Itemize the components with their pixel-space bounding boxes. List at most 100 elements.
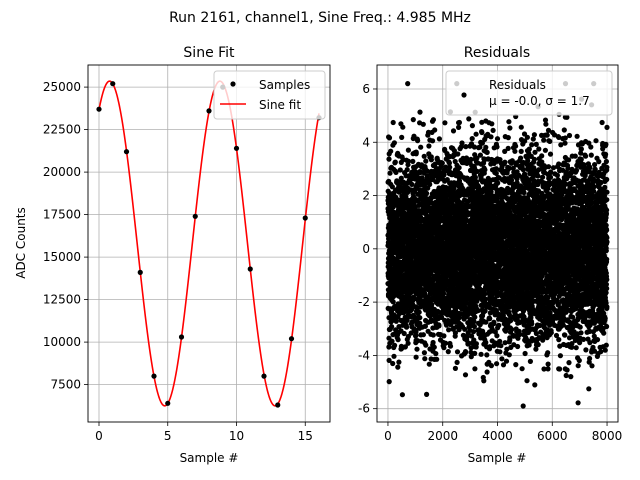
residual-point: [499, 356, 505, 362]
residual-point: [503, 358, 510, 364]
residual-point: [479, 129, 485, 136]
sine-fit-xtick-label: 10: [229, 429, 244, 443]
residual-point: [454, 359, 460, 365]
residual-point: [404, 324, 410, 330]
residual-point: [441, 291, 447, 297]
residual-point: [421, 153, 427, 159]
sine-fit-legend: Samples Sine fit: [213, 70, 326, 120]
residual-point: [390, 360, 396, 367]
residual-point: [439, 160, 445, 166]
residual-point: [388, 148, 394, 154]
sample-point: [233, 145, 240, 151]
residual-point: [473, 341, 479, 347]
sample-point: [206, 108, 212, 114]
residual-point: [415, 138, 421, 144]
residual-point: [506, 352, 512, 358]
sine-fit-ytick-label: 17500: [43, 208, 81, 222]
residual-point: [481, 378, 487, 384]
sine-fit-ticks: 0 5 10 157500100001250015000175002000022500…: [43, 80, 313, 443]
sine-fit-axes-frame: [87, 64, 331, 423]
sine-fit-ytick-label: 22500: [43, 123, 81, 137]
sample-point: [178, 334, 185, 340]
sine-fit-xtick-label: 15: [298, 429, 313, 443]
residual-point: [469, 136, 475, 142]
sine-fit-ylabel: ADC Counts: [14, 207, 28, 279]
residual-point: [482, 167, 488, 173]
residual-point: [401, 330, 407, 337]
residual-point: [489, 121, 495, 127]
legend-fit-label: Sine fit: [259, 98, 301, 112]
residual-point: [413, 151, 419, 157]
residual-point: [452, 365, 458, 371]
residual-point: [505, 135, 511, 141]
sample-point: [110, 81, 116, 87]
residual-point: [420, 121, 426, 127]
residual-point: [459, 140, 465, 146]
residual-point: [446, 327, 452, 333]
residual-point: [424, 391, 430, 397]
residual-point: [416, 309, 422, 315]
residual-point: [409, 305, 415, 311]
residual-point: [430, 138, 436, 144]
residual-point: [472, 314, 478, 320]
sample-point: [96, 106, 102, 112]
sine-fit-samples-layer: [96, 81, 322, 408]
sine-fit-ytick-label: 20000: [43, 165, 81, 179]
residual-point: [518, 148, 524, 154]
sample-point: [151, 373, 157, 379]
sine-fit-ytick-label: 10000: [43, 335, 81, 349]
sine-fit-ytick-label: 25000: [43, 80, 81, 94]
residual-point: [413, 333, 419, 339]
residual-point: [496, 322, 502, 328]
residual-point: [399, 392, 405, 398]
residual-point: [488, 363, 494, 369]
residual-point: [404, 317, 410, 323]
residual-point: [507, 125, 513, 131]
residual-point: [395, 364, 401, 370]
residual-point: [463, 155, 470, 161]
residual-point: [494, 361, 500, 367]
residual-point: [386, 156, 392, 162]
residual-point: [405, 147, 411, 153]
residual-point: [430, 332, 436, 338]
residual-point: [469, 123, 475, 129]
residual-point: [442, 120, 448, 126]
sample-point: [165, 400, 171, 406]
residual-point: [488, 134, 494, 140]
residual-point: [390, 119, 396, 126]
sample-point: [302, 215, 308, 221]
residual-point: [513, 143, 519, 149]
sine-fit-xtick-label: 0: [95, 429, 103, 443]
residual-point: [393, 318, 399, 324]
residual-point: [405, 333, 411, 340]
residual-point: [391, 353, 397, 359]
residual-point: [519, 366, 525, 372]
sample-point: [192, 213, 198, 219]
residual-point: [389, 324, 395, 330]
sine-fit-grid: [88, 65, 330, 422]
legend-samples-label: Samples: [259, 78, 310, 92]
residual-point: [466, 116, 472, 122]
residual-point: [478, 351, 484, 357]
residual-point: [417, 109, 423, 115]
residual-point: [395, 337, 401, 343]
residual-point: [494, 136, 501, 142]
residual-point: [430, 339, 436, 346]
residual-point: [491, 319, 497, 325]
residual-point: [404, 167, 410, 173]
residual-point: [434, 356, 440, 362]
residual-point: [470, 329, 477, 335]
residual-point: [413, 329, 419, 335]
residual-point: [483, 144, 489, 150]
residual-point: [420, 332, 426, 338]
residual-point: [399, 134, 405, 140]
residuals-points-layer: [385, 81, 610, 409]
sine-fit-ytick-label: 7500: [50, 378, 81, 392]
residual-point: [495, 180, 501, 186]
sample-point: [123, 149, 130, 155]
residual-point: [401, 179, 407, 185]
sine-fit-legend-box: [213, 70, 326, 120]
residual-point: [487, 316, 493, 322]
sine-fit-xtick-label: 5: [164, 429, 172, 443]
